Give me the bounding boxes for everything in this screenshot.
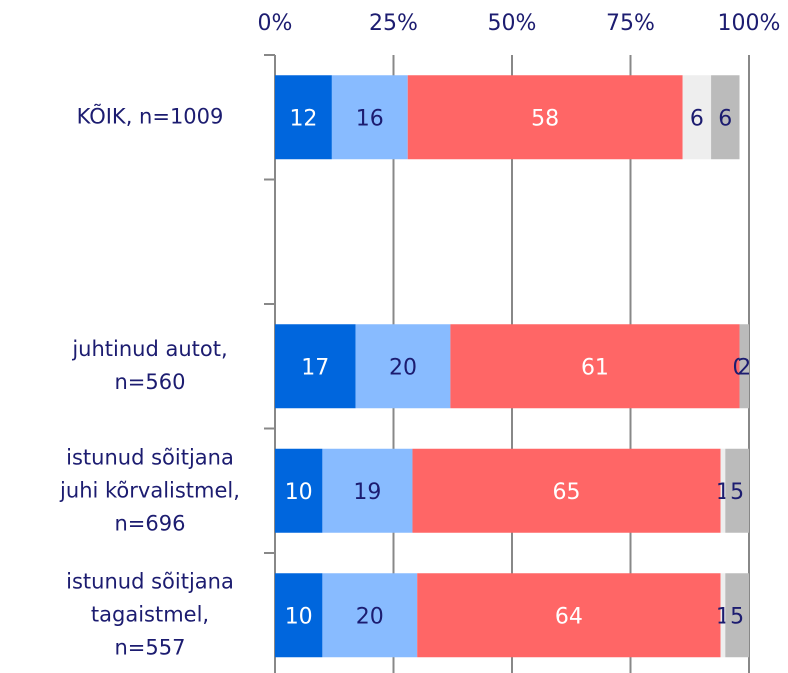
bar-segment xyxy=(275,324,356,409)
data-label: 12 xyxy=(289,106,317,131)
bar-segment xyxy=(275,448,323,533)
data-label: 2 xyxy=(737,355,751,380)
bar-segment xyxy=(450,324,740,409)
data-label: 58 xyxy=(531,106,559,131)
bar-segment xyxy=(417,573,721,658)
x-tick-label: 75% xyxy=(606,11,655,36)
data-label: 61 xyxy=(581,355,609,380)
bar-segment xyxy=(275,573,323,658)
category-label: juhtinud autot, n=560 xyxy=(72,337,228,395)
data-label: 20 xyxy=(389,355,417,380)
bar-segment xyxy=(720,448,726,533)
category-label: KÕIK, n=1009 xyxy=(76,104,224,129)
x-tick-label: 0% xyxy=(258,11,293,36)
data-label: 10 xyxy=(285,480,313,505)
bar-segment xyxy=(711,75,740,160)
x-tick-label: 100% xyxy=(718,11,781,36)
data-label: 64 xyxy=(555,604,583,629)
data-label: 5 xyxy=(730,480,744,505)
bar-segment xyxy=(682,75,712,160)
data-label: 20 xyxy=(356,604,384,629)
bar-segment xyxy=(322,573,418,658)
data-label: 16 xyxy=(356,106,384,131)
bar-segment xyxy=(412,448,721,533)
data-label: 5 xyxy=(730,604,744,629)
category-label: istunud sõitjana juhi kõrvalistmel, n=69… xyxy=(60,445,240,536)
bar-segment xyxy=(355,324,451,409)
x-tick-label: 50% xyxy=(488,11,537,36)
bar-segment xyxy=(725,573,749,658)
bar-segment xyxy=(720,573,726,658)
data-label: 10 xyxy=(285,604,313,629)
x-tick-label: 25% xyxy=(369,11,418,36)
bar-segment xyxy=(331,75,408,160)
bar-segment xyxy=(739,324,749,409)
bar-segment xyxy=(275,75,332,160)
data-label: 17 xyxy=(301,355,329,380)
data-label: 6 xyxy=(690,106,704,131)
category-label: istunud sõitjana tagaistmel, n=557 xyxy=(66,569,234,660)
data-label: 19 xyxy=(353,480,381,505)
bar-segment xyxy=(407,75,683,160)
bar-segment xyxy=(322,448,413,533)
data-label: 6 xyxy=(718,106,732,131)
data-label: 65 xyxy=(553,480,581,505)
bar-segment xyxy=(725,448,749,533)
